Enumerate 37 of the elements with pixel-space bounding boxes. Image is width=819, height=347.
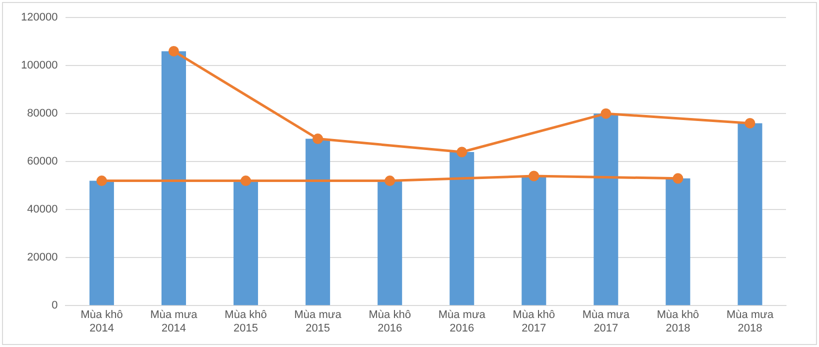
point: [168, 46, 179, 56]
point: [96, 176, 107, 186]
bar: [594, 114, 618, 306]
bar: [450, 152, 474, 306]
y-tick-label: 20000: [27, 252, 58, 264]
y-tick-label: 80000: [27, 108, 58, 120]
point: [672, 173, 684, 184]
bar: [666, 178, 690, 306]
point: [600, 108, 612, 119]
y-tick-label: 100000: [20, 60, 58, 72]
point: [528, 170, 540, 182]
bar: [234, 180, 258, 306]
y-tick-label: 60000: [27, 156, 58, 168]
x-tick-label: Mùa khô 2017: [512, 309, 555, 334]
x-tick-label: Mùa khô 2016: [368, 309, 411, 334]
x-tick-label: Mùa mưa 2015: [294, 309, 342, 334]
x-tick-label: Mùa mưa 2014: [150, 309, 198, 334]
y-tick-label: 120000: [20, 12, 58, 24]
point: [384, 176, 396, 186]
bar: [738, 123, 762, 306]
bar: [378, 180, 402, 306]
bar: [522, 176, 546, 306]
x-tick-label: Mùa mưa 2016: [438, 309, 486, 334]
x-tick-label: Mùa khô 2018: [656, 309, 700, 334]
bar: [306, 138, 330, 306]
y-tick-label: 0: [52, 300, 58, 312]
point: [456, 146, 468, 158]
x-tick-label: Mùa khô 2014: [80, 309, 123, 334]
bar: [162, 51, 186, 306]
x-tick-label: Mùa khô 2015: [224, 309, 267, 334]
point: [312, 134, 324, 144]
point: [240, 176, 252, 186]
x-tick-label: Mùa mưa 2017: [582, 309, 630, 334]
point: [744, 118, 756, 128]
x-tick-label: Mùa mưa 2018: [726, 309, 774, 334]
y-tick-label: 40000: [27, 204, 58, 216]
bar: [89, 180, 114, 306]
